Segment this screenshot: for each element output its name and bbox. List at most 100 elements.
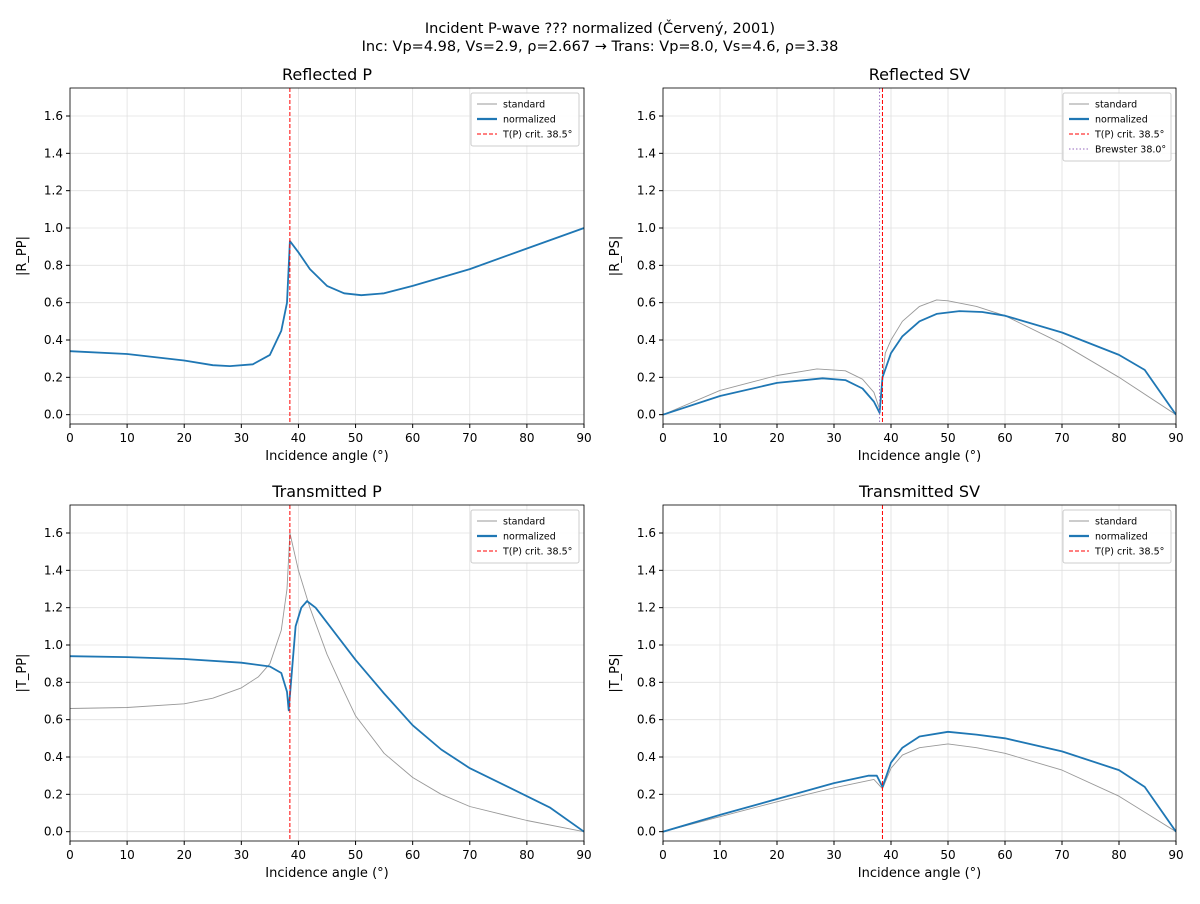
y-tick-label: 1.2	[44, 184, 63, 198]
legend-box	[470, 509, 580, 564]
y-tick-label: 1.4	[637, 563, 656, 577]
x-tick-label: 80	[519, 431, 534, 445]
legend: standard normalized T(P) crit. 38.5° Brewst…	[1062, 92, 1172, 162]
axes-frame	[662, 504, 1177, 842]
x-tick-label: 80	[1111, 848, 1126, 862]
panel-reflected-sv: 0 10 20 30 40 50 60 70 80 90 0.0 0.2 0.4 0.6 0.8 1.0 1.2…	[608, 65, 1184, 464]
x-tick-label: 10	[119, 431, 134, 445]
x-tick-label: 70	[1054, 431, 1069, 445]
y-tick-label: 1.0	[44, 221, 63, 235]
x-tick-label: 0	[66, 848, 74, 862]
x-tick-label: 70	[1054, 848, 1069, 862]
panel-reflected-p: 0 10 20 30 40 50 60 70 80 90 0.0 0.2 0.4 0.6 0.8 1.0 1.2…	[15, 65, 592, 464]
y-tick-label: 0.8	[44, 258, 63, 272]
x-tick-label: 90	[1168, 431, 1183, 445]
y-axis-label: |R_PS|	[608, 236, 623, 276]
legend-label: standard	[1095, 517, 1137, 528]
y-tick-label: 1.2	[44, 601, 63, 615]
y-axis-label: |R_PP|	[15, 236, 30, 276]
y-tick-label: 0.0	[44, 825, 63, 839]
panel-transmitted-p: 0 10 20 30 40 50 60 70 80 90 0.0 0.2 0.4 0.6 0.8 1.0 1.2…	[15, 482, 592, 881]
x-tick-label: 70	[462, 431, 477, 445]
x-tick-label: 10	[712, 431, 727, 445]
x-axis-label: Incidence angle (°)	[265, 449, 388, 464]
x-axis-label: Incidence angle (°)	[858, 866, 981, 881]
y-tick-label: 0.4	[637, 333, 656, 347]
x-tick-label: 40	[883, 848, 898, 862]
x-tick-label: 60	[997, 431, 1012, 445]
y-tick-label: 1.0	[44, 638, 63, 652]
y-tick-label: 1.0	[637, 221, 656, 235]
legend-label: normalized	[1095, 115, 1148, 126]
x-tick-label: 20	[769, 431, 784, 445]
y-tick-label: 0.8	[44, 675, 63, 689]
x-tick-label: 50	[940, 431, 955, 445]
y-tick-label: 1.6	[637, 109, 656, 123]
legend-label: normalized	[503, 115, 556, 126]
suptitle-line-2: Inc: Vp=4.98, Vs=2.9, ρ=2.667 → Trans: V…	[362, 39, 839, 55]
x-tick-label: 90	[1168, 848, 1183, 862]
axes-frame	[69, 87, 585, 425]
x-tick-label: 30	[234, 431, 249, 445]
x-tick-label: 50	[348, 848, 363, 862]
x-tick-label: 70	[462, 848, 477, 862]
y-tick-label: 1.4	[44, 563, 63, 577]
legend-label: standard	[1095, 100, 1137, 111]
legend-box	[470, 92, 580, 147]
x-tick-label: 10	[119, 848, 134, 862]
x-tick-label: 90	[576, 431, 591, 445]
y-tick-label: 0.4	[637, 750, 656, 764]
x-tick-label: 20	[769, 848, 784, 862]
y-tick-label: 0.6	[637, 713, 656, 727]
y-tick-label: 0.4	[44, 750, 63, 764]
y-axis-label: |T_PS|	[608, 653, 623, 692]
legend: standard normalized T(P) crit. 38.5°	[470, 509, 580, 564]
legend-label: normalized	[503, 532, 556, 543]
legend-box	[1062, 509, 1172, 564]
series-line-normalized	[663, 310, 1176, 416]
y-tick-label: 0.2	[637, 370, 656, 384]
x-tick-label: 50	[348, 431, 363, 445]
legend-box	[1062, 92, 1172, 162]
series-line-normalized	[663, 730, 1176, 833]
legend-label: T(P) crit. 38.5°	[502, 130, 572, 141]
legend: standard normalized T(P) crit. 38.5°	[1062, 509, 1172, 564]
x-tick-label: 80	[519, 848, 534, 862]
x-tick-label: 40	[291, 431, 306, 445]
y-tick-label: 0.0	[44, 408, 63, 422]
panel-transmitted-sv: 0 10 20 30 40 50 60 70 80 90 0.0 0.2 0.4 0.6 0.8 1.0 1.2…	[608, 482, 1184, 881]
x-tick-label: 60	[997, 848, 1012, 862]
axes-frame	[662, 87, 1177, 425]
panel-title: Transmitted SV	[858, 482, 980, 501]
y-tick-label: 1.4	[44, 146, 63, 160]
x-tick-label: 0	[659, 848, 667, 862]
y-tick-label: 1.6	[44, 109, 63, 123]
series-line-standard	[663, 743, 1176, 833]
y-tick-label: 0.0	[637, 408, 656, 422]
y-tick-label: 1.2	[637, 601, 656, 615]
x-tick-label: 10	[712, 848, 727, 862]
x-tick-label: 40	[291, 848, 306, 862]
x-tick-label: 20	[177, 848, 192, 862]
y-tick-label: 0.6	[44, 713, 63, 727]
panel-title: Reflected SV	[869, 65, 970, 84]
x-tick-label: 80	[1111, 431, 1126, 445]
x-tick-label: 60	[405, 431, 420, 445]
y-tick-label: 1.6	[44, 526, 63, 540]
x-tick-label: 30	[826, 431, 841, 445]
legend-label: T(P) crit. 38.5°	[1094, 130, 1164, 141]
series-line-standard	[70, 227, 584, 367]
legend-label: standard	[503, 517, 545, 528]
series-line-normalized	[70, 227, 584, 367]
axes-frame	[69, 504, 585, 842]
x-tick-label: 30	[234, 848, 249, 862]
y-tick-label: 0.6	[44, 296, 63, 310]
x-tick-label: 20	[177, 431, 192, 445]
series-line-standard	[70, 532, 584, 833]
y-tick-label: 1.4	[637, 146, 656, 160]
y-tick-label: 0.8	[637, 258, 656, 272]
x-tick-label: 40	[883, 431, 898, 445]
x-tick-label: 60	[405, 848, 420, 862]
